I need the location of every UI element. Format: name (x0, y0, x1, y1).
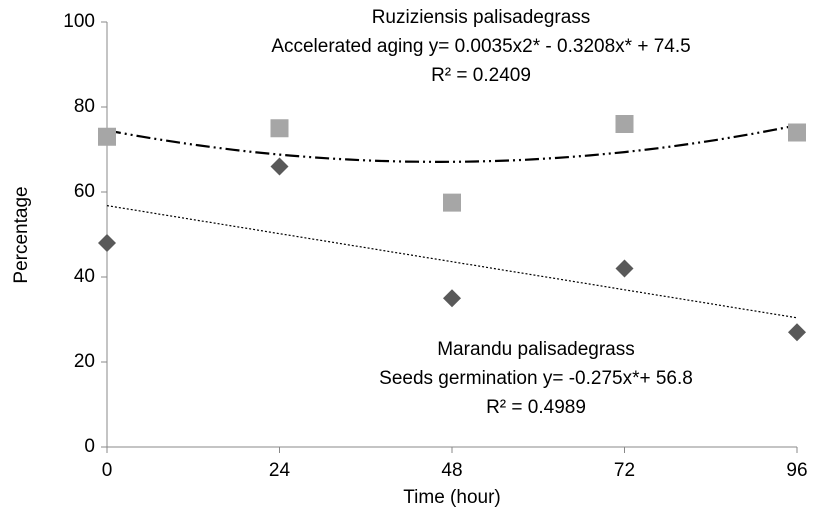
y-tick-label: 20 (74, 351, 95, 372)
diamond-marker (270, 157, 289, 176)
trendline-annotation: R² = 0.2409 (431, 65, 531, 86)
x-tick-label: 0 (102, 460, 113, 481)
y-tick-label: 40 (74, 266, 95, 287)
trendline (106, 205, 798, 319)
diamond-marker (98, 234, 116, 252)
y-tick-label: 0 (84, 436, 95, 457)
trendline-annotation: Seeds germination y= -0.275x*+ 56.8 (379, 368, 693, 389)
y-axis-title: Percentage (11, 186, 32, 283)
trendline-annotation: Marandu palisadegrass (437, 339, 635, 360)
square-marker (270, 119, 289, 138)
x-tick-label: 48 (441, 460, 462, 481)
trendline-annotation: R² = 0.4989 (486, 397, 586, 418)
y-tick-label: 60 (74, 181, 95, 202)
square-marker (98, 127, 116, 146)
trendline-annotation: Ruziziensis palisadegrass (372, 7, 591, 28)
diamond-marker (788, 323, 806, 342)
x-axis-title: Time (hour) (403, 487, 500, 508)
trendline-annotation: Accelerated aging y= 0.0035x2* - 0.3208x… (271, 36, 690, 57)
square-marker (615, 115, 634, 133)
y-tick-label: 80 (74, 96, 95, 117)
x-tick-label: 72 (614, 460, 635, 481)
square-marker (443, 193, 461, 212)
diamond-marker (443, 289, 461, 308)
square-marker (788, 123, 806, 142)
diamond-marker (615, 259, 634, 278)
x-tick-label: 24 (269, 460, 291, 481)
y-tick-label: 100 (63, 11, 95, 32)
x-tick-label: 96 (786, 460, 807, 481)
trendline (106, 124, 798, 164)
